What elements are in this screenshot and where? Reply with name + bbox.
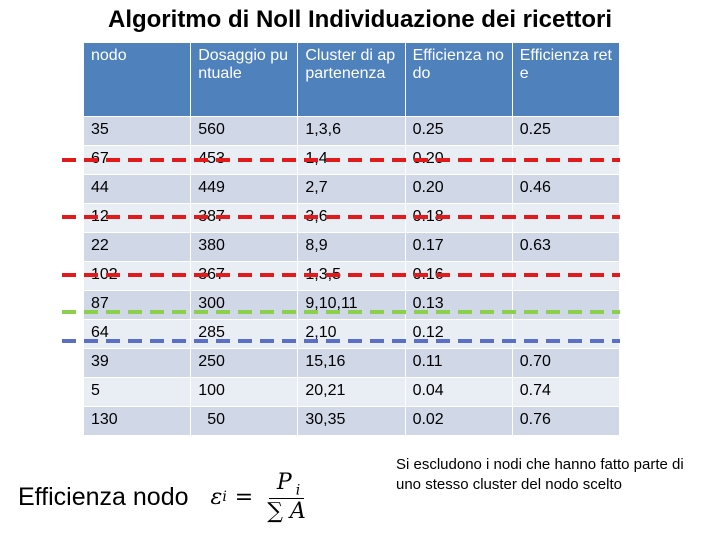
note: Si escludono i nodi che hanno fatto part… (396, 456, 684, 493)
table-cell: 1,3,6 (297, 116, 406, 146)
table-cell: 0.12 (404, 319, 513, 349)
table-cell: 300 (190, 290, 299, 320)
table-cell: 0.02 (404, 406, 513, 436)
header-cell: Cluster di appartenenza (297, 42, 406, 117)
table-cell: 44 (82, 174, 192, 204)
table-cell: 0.11 (404, 348, 513, 378)
table-cell: 0.76 (511, 406, 621, 436)
table-row: 44 449 2,7 0.20 0.46 (82, 174, 621, 204)
header-cell: nodo (82, 42, 192, 117)
table-cell: 9,10,11 (297, 290, 406, 320)
symbol: ε (210, 484, 223, 510)
table-cell: 0.46 (511, 174, 621, 204)
table-cell: 22 (82, 232, 192, 262)
subscript: i (222, 489, 227, 506)
subscript: i (295, 482, 301, 499)
table-row: 22 380 8,9 0.17 0.63 (82, 232, 621, 262)
table-cell: 0.25 (511, 116, 621, 146)
table-cell: 0.20 (404, 174, 513, 204)
header-cell: Efficienza nodo (404, 42, 513, 117)
header-cell: Efficienza rete (511, 42, 621, 117)
table-cell: 30,35 (297, 406, 406, 436)
equals: = (234, 484, 254, 510)
table-cell: 100 (190, 377, 299, 407)
table-cell: 0.74 (511, 377, 621, 407)
table-cell: 5 (82, 377, 192, 407)
table-cell: 560 (190, 116, 299, 146)
table: nodo Dosaggio puntuale Cluster di apparten… (82, 42, 621, 436)
table-cell: 35 (82, 116, 192, 146)
table-row: 35 560 1,3,6 0.25 0.25 (82, 116, 621, 146)
table-cell: 250 (190, 348, 299, 378)
table-cell (511, 319, 621, 349)
table-cell: 39 (82, 348, 192, 378)
formula-label: Efficienza nodo (18, 482, 189, 511)
table-cell: 15,16 (297, 348, 406, 378)
slide-title: Algoritmo di Noll Individuazione dei ric… (107, 6, 613, 33)
header-cell: Dosaggio puntuale (190, 42, 299, 117)
table-row: 39 250 15,16 0.11 0.70 (82, 348, 621, 378)
table-row: 5 100 20,21 0.04 0.74 (82, 377, 621, 407)
symbol: P (276, 470, 292, 495)
table-cell: 0.13 (404, 290, 513, 320)
table-row: 130 50 30,35 0.02 0.76 (82, 406, 621, 436)
table-cell (511, 290, 621, 320)
table-cell: 50 (190, 406, 299, 436)
header-row: nodo Dosaggio puntuale Cluster di apparten… (82, 42, 621, 117)
table-cell: 380 (190, 232, 299, 262)
denominator: ∑ A (267, 499, 306, 525)
table-cell: 8,9 (297, 232, 406, 262)
table-cell: 2,7 (297, 174, 406, 204)
table-cell: 285 (190, 319, 299, 349)
table-cell: 130 (82, 406, 192, 436)
